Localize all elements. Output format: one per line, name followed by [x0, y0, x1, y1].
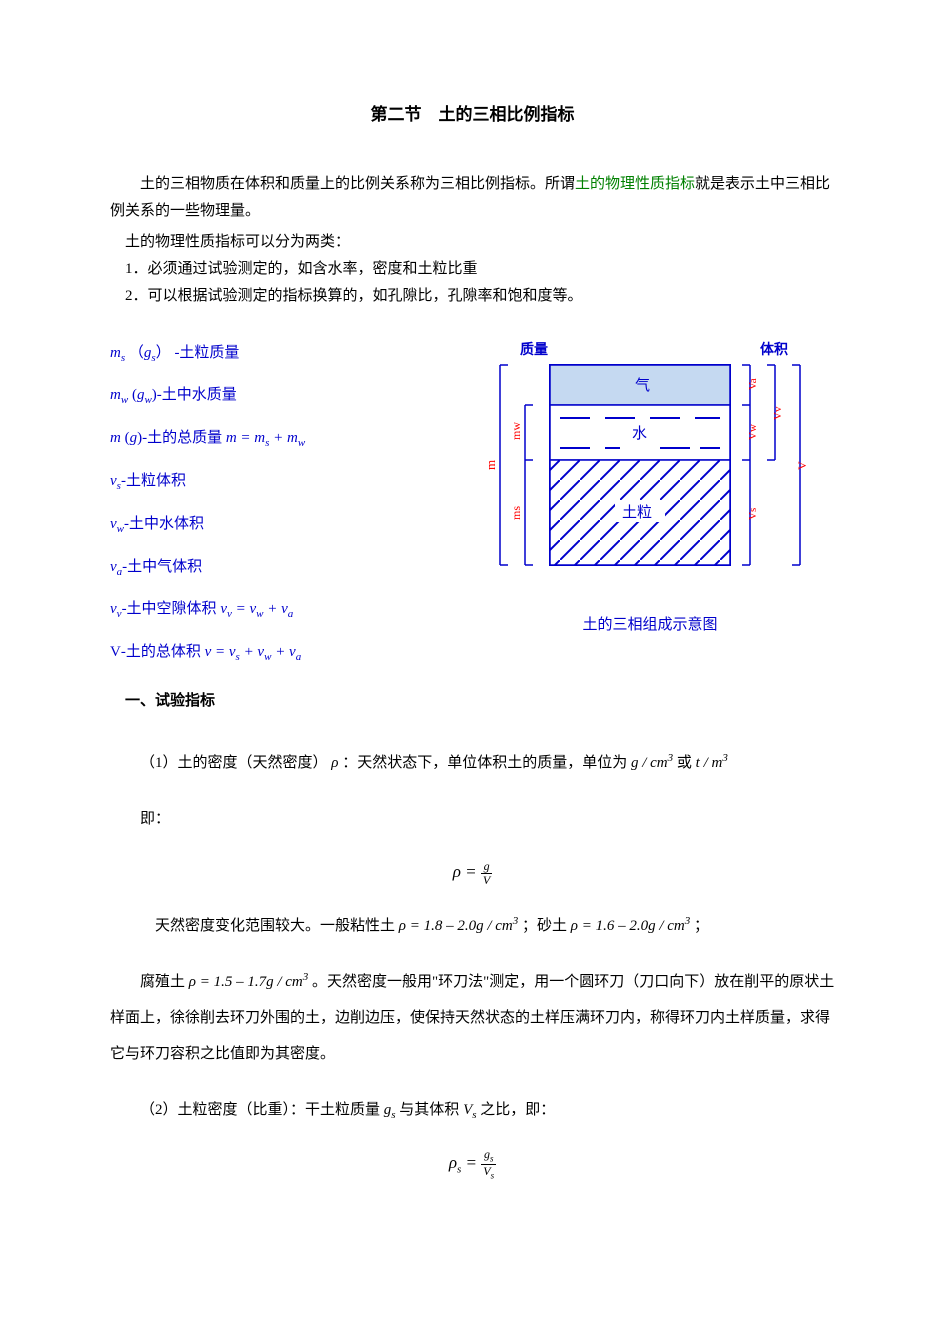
- def-vv: vv-土中空隙体积 vv = vw + va: [110, 596, 420, 625]
- label-V: -土的总体积: [121, 644, 201, 660]
- ms-bracket-label: ms: [509, 505, 523, 519]
- eq-vv: vv = vw + va: [220, 601, 293, 617]
- unit-gcm: g / cm: [631, 755, 668, 771]
- rhos-rho: ρ: [449, 1153, 457, 1172]
- rhos-den: V: [483, 1164, 490, 1178]
- range-v2: ρ = 1.6 – 2.0g / cm: [571, 918, 685, 934]
- def-ms: ms （gs） -土粒质量: [110, 340, 420, 369]
- rhos-num-sub: s: [490, 1153, 494, 1163]
- mw-bracket-label: mw: [509, 421, 523, 439]
- definitions-column: ms （gs） -土粒质量 mw (gw)-土中水质量 m (g)-土的总质量 …: [110, 340, 420, 668]
- rho-symbol: ρ: [331, 755, 338, 771]
- vs-sym: V: [463, 1102, 472, 1118]
- item1-prefix: （1）土的密度（天然密度）: [140, 755, 328, 771]
- def-vs: vs-土粒体积: [110, 468, 420, 497]
- item1-mid: ：天然状态下，单位体积土的质量，单位为: [342, 755, 627, 771]
- formula-rhos: ρs = gs Vs: [110, 1148, 835, 1182]
- rhos-den-sub: s: [491, 1171, 495, 1181]
- definitions-row: ms （ g s ） -土粒质量 mw (gw)-土中水质量 m (g)-土的总质量 …: [110, 340, 835, 668]
- label-ms: -土粒质量: [174, 345, 239, 361]
- sym-g: g: [130, 430, 138, 446]
- label-vw: -土中水体积: [124, 516, 204, 532]
- rhos-sub: s: [457, 1164, 461, 1176]
- air-text: 气: [635, 377, 650, 394]
- intro-text-1a: 土的三相物质在体积和质量上的比例关系称为三相比例指标。所谓: [140, 176, 575, 192]
- formula-rho: ρ = g V: [110, 857, 835, 888]
- water-text: 水: [632, 425, 647, 442]
- section-1-heading: 一、试验指标: [110, 688, 835, 715]
- label-va: -土中气体积: [122, 559, 202, 575]
- paren: ）: [156, 345, 171, 361]
- sym-m: m: [110, 430, 121, 446]
- sym-V: V: [110, 644, 121, 660]
- sym-vs: v: [110, 473, 117, 489]
- item-2-intro: （2）土粒密度（比重）：干土粒质量 gs 与其体积 Vs 之比，即：: [110, 1092, 835, 1128]
- highlight-term: 土的物理性质指标: [575, 176, 695, 192]
- diagram-column: 质量 体积 气 水: [460, 340, 840, 668]
- vs-sub: s: [472, 1109, 476, 1121]
- def-va: va-土中气体积: [110, 554, 420, 583]
- rho-den: V: [481, 874, 492, 887]
- vv-bracket-label: Vv: [772, 406, 784, 420]
- def-vw: vw-土中水体积: [110, 511, 420, 540]
- item-1-ji: 即：: [110, 801, 835, 837]
- sub-ms: s: [121, 352, 125, 364]
- gs-sub: s: [391, 1109, 395, 1121]
- sym-ms: m: [110, 345, 121, 361]
- item-1-range: 天然密度变化范围较大。一般粘性土 ρ = 1.8 – 2.0g / cm3 ；砂…: [110, 908, 835, 944]
- label-mw: -土中水质量: [157, 387, 237, 403]
- def-V: V-土的总体积 v = vs + vw + va: [110, 639, 420, 668]
- v-bracket-label: V: [795, 461, 809, 470]
- vw-bracket-label: Vw: [747, 424, 759, 440]
- rho-num: g: [481, 860, 492, 874]
- intro-paragraph-2: 土的物理性质指标可以分为两类：: [110, 229, 835, 256]
- range-b: ；砂土: [522, 918, 567, 934]
- page-title: 第二节 土的三相比例指标: [110, 100, 835, 131]
- intro-list-1: 1．必须通过试验测定的，如含水率，密度和土粒比重: [110, 256, 835, 283]
- range-d: 腐殖土: [140, 974, 185, 990]
- item2-after: 之比，即：: [480, 1102, 555, 1118]
- eq-V: v = vs + vw + va: [205, 644, 302, 660]
- sub-mw: w: [121, 394, 128, 406]
- volume-label: 体积: [760, 341, 788, 358]
- label-vv: -土中空隙体积: [122, 601, 217, 617]
- mass-label: 质量: [520, 341, 548, 358]
- def-mw: mw (gw)-土中水质量: [110, 382, 420, 411]
- range-a: 天然密度变化范围较大。一般粘性土: [155, 918, 395, 934]
- range-c: ；: [694, 918, 709, 934]
- label-vs: -土粒体积: [121, 473, 186, 489]
- sub-vw: w: [117, 523, 124, 535]
- sub-gw: w: [144, 394, 151, 406]
- diagram-caption: 土的三相组成示意图: [460, 612, 840, 639]
- sym-va: v: [110, 559, 117, 575]
- solid-text: 土粒: [622, 504, 652, 521]
- sym-mw: m: [110, 387, 121, 403]
- range-v3: ρ = 1.5 – 1.7g / cm: [189, 974, 303, 990]
- sym-vw: v: [110, 516, 117, 532]
- unit-tm: t / m: [696, 755, 723, 771]
- or-text: 或: [677, 755, 692, 771]
- m-bracket-label: m: [483, 459, 498, 469]
- eq-m: m = ms + mw: [226, 430, 305, 446]
- intro-paragraph-1: 土的三相物质在体积和质量上的比例关系称为三相比例指标。所谓土的物理性质指标就是表…: [110, 171, 835, 225]
- intro-list-2: 2．可以根据试验测定的指标换算的，如孔隙比，孔隙率和饱和度等。: [110, 283, 835, 310]
- va-bracket-label: Va: [747, 378, 759, 390]
- vs-bracket-label: Vs: [747, 507, 759, 519]
- three-phase-diagram: 质量 体积 气 水: [460, 340, 840, 590]
- range-v1: ρ = 1.8 – 2.0g / cm: [399, 918, 513, 934]
- item-1-intro: （1）土的密度（天然密度） ρ ：天然状态下，单位体积土的质量，单位为 g / …: [110, 745, 835, 781]
- item-1-range2: 腐殖土 ρ = 1.5 – 1.7g / cm3 。天然密度一般用"环刀法"测定…: [110, 964, 835, 1072]
- sym-vv: v: [110, 601, 117, 617]
- def-m: m (g)-土的总质量 m = ms + mw: [110, 425, 420, 454]
- item2-prefix: （2）土粒密度（比重）：干土粒质量: [140, 1102, 380, 1118]
- item2-mid: 与其体积: [399, 1102, 459, 1118]
- label-m: -土的总质量: [142, 430, 222, 446]
- paren: （: [129, 345, 144, 361]
